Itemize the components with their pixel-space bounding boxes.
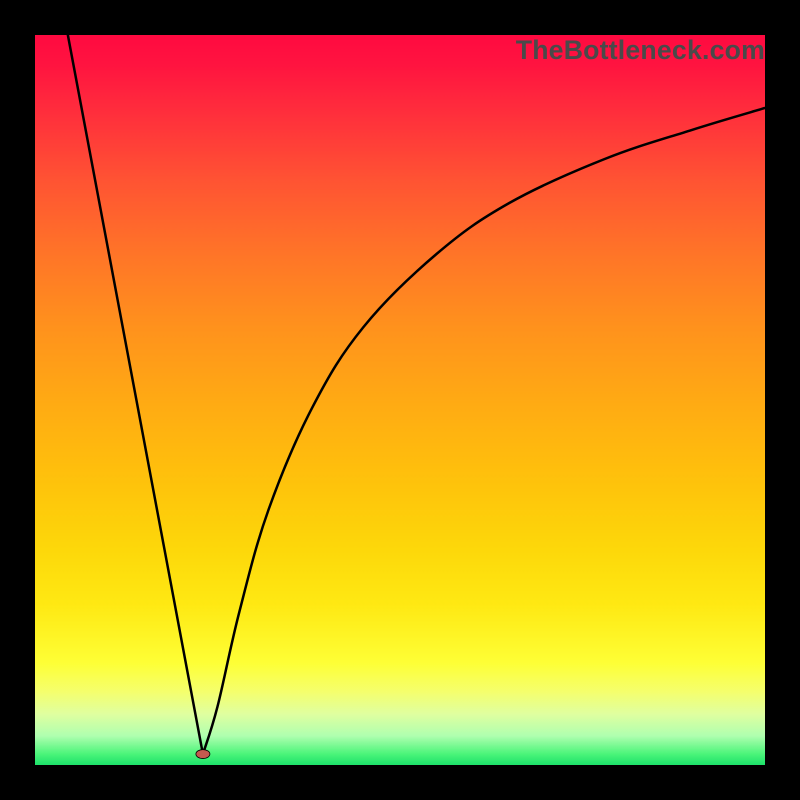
- chart-container: TheBottleneck.com: [0, 0, 800, 800]
- plot-area: TheBottleneck.com: [35, 35, 765, 765]
- bottleneck-curve: [68, 35, 765, 754]
- minimum-marker: [196, 750, 210, 759]
- curve-layer: [35, 35, 765, 765]
